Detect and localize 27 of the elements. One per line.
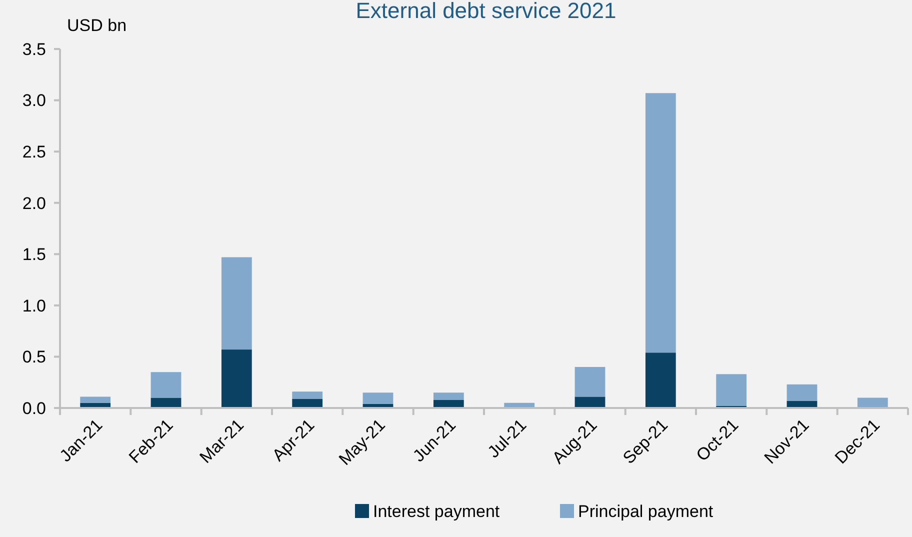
bar	[433, 392, 464, 400]
bar	[716, 374, 747, 406]
y-tick-label: 0.0	[22, 398, 46, 418]
bar	[574, 366, 606, 397]
bar	[80, 396, 111, 403]
bar	[221, 350, 252, 408]
y-tick-label: 1.0	[22, 296, 46, 316]
y-tick-label: 3.5	[22, 40, 46, 59]
y-tick-label: 3.0	[22, 91, 46, 110]
chart-title: External debt service 2021	[356, 0, 616, 23]
legend-label: Principal payment	[578, 502, 714, 521]
bar	[645, 352, 676, 408]
bar	[857, 398, 888, 408]
bar	[150, 372, 182, 398]
y-tick-label: 2.0	[22, 194, 46, 213]
y-axis-title: USD bn	[67, 16, 127, 35]
y-tick-label: 2.5	[22, 142, 46, 162]
y-tick-label: 1.5	[22, 245, 46, 264]
bar	[221, 257, 252, 350]
bar	[292, 392, 323, 399]
bar	[574, 396, 606, 408]
bar	[362, 392, 394, 404]
legend-label: Interest payment	[373, 502, 500, 521]
bar	[786, 384, 818, 401]
bar	[645, 93, 676, 353]
bar	[150, 398, 182, 408]
y-tick-label: 0.5	[22, 348, 46, 367]
